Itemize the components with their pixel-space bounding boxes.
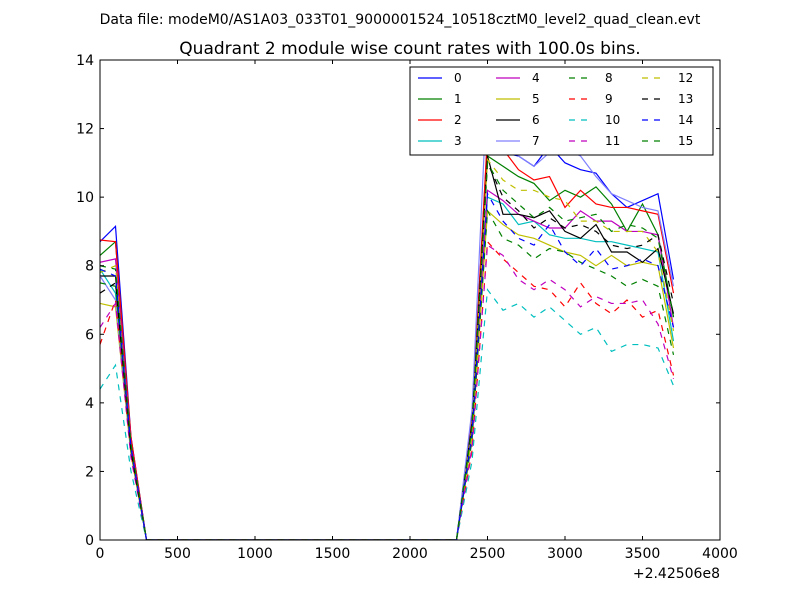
- legend-label-0: 0: [454, 71, 462, 85]
- legend-label-5: 5: [532, 92, 540, 106]
- legend-box: [409, 66, 714, 156]
- series-line-3: [100, 196, 675, 540]
- series-line-4: [100, 189, 675, 540]
- legend-label-14: 14: [678, 113, 693, 127]
- legend-label-6: 6: [532, 113, 540, 127]
- legend-label-2: 2: [454, 113, 462, 127]
- legend-label-1: 1: [454, 92, 462, 106]
- legend-label-8: 8: [605, 71, 613, 85]
- y-tick-label: 0: [85, 533, 94, 549]
- legend-label-4: 4: [532, 71, 540, 85]
- y-tick-label: 14: [76, 53, 94, 69]
- x-tick-label: 1500: [315, 546, 351, 562]
- legend-label-13: 13: [678, 92, 693, 106]
- y-tick-label: 8: [85, 259, 94, 275]
- x-tick-label: 2000: [392, 546, 428, 562]
- chart-title: Quadrant 2 module wise count rates with …: [179, 39, 640, 59]
- legend-label-11: 11: [605, 134, 620, 148]
- legend-label-3: 3: [454, 134, 462, 148]
- legend-label-7: 7: [532, 134, 540, 148]
- x-tick-label: 2500: [470, 546, 506, 562]
- x-tick-label: 3500: [625, 546, 661, 562]
- legend-label-10: 10: [605, 113, 620, 127]
- series-line-6: [100, 155, 675, 540]
- ticks-layer: 0 500 1000 1500 2000 2500 3000 3500 400002468101…: [76, 53, 738, 562]
- y-tick-label: 4: [85, 396, 94, 412]
- legend-label-9: 9: [605, 92, 613, 106]
- y-tick-label: 10: [76, 190, 94, 206]
- y-tick-label: 12: [76, 122, 94, 138]
- legend-label-15: 15: [678, 134, 693, 148]
- x-offset-label: +2.42506e8: [633, 566, 720, 582]
- x-tick-label: 4000: [702, 546, 738, 562]
- series-line-2: [100, 134, 675, 540]
- series-line-1: [100, 154, 675, 540]
- x-tick-label: 500: [164, 546, 191, 562]
- x-tick-label: 0: [96, 546, 105, 562]
- series-line-5: [100, 209, 675, 540]
- suptitle: Data file: modeM0/AS1A03_033T01_90000015…: [100, 12, 701, 28]
- series-line-11: [100, 244, 675, 540]
- series-line-0: [100, 137, 675, 540]
- x-tick-label: 3000: [547, 546, 583, 562]
- series-line-10: [100, 288, 675, 540]
- y-tick-label: 2: [85, 464, 94, 480]
- legend-label-12: 12: [678, 71, 693, 85]
- x-tick-label: 1000: [237, 546, 273, 562]
- y-tick-label: 6: [85, 327, 94, 343]
